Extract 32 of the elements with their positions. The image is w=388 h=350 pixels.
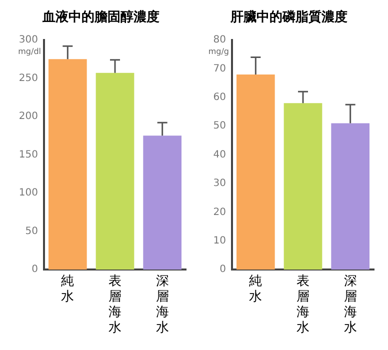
bar bbox=[236, 74, 275, 270]
y-tick-label: 0 bbox=[220, 264, 226, 276]
x-tick-label: 純水 bbox=[249, 274, 262, 304]
y-axis-title: mg/dl bbox=[18, 47, 41, 56]
y-tick-label: 30 bbox=[213, 178, 226, 190]
x-tick-label: 深層海水 bbox=[344, 274, 357, 336]
y-tick-label: 70 bbox=[213, 63, 226, 74]
y-tick-label: 250 bbox=[18, 72, 38, 84]
x-tick-label: 表層海水 bbox=[108, 274, 122, 336]
bar bbox=[143, 136, 182, 270]
y-tick-label: 200 bbox=[18, 111, 38, 122]
y-tick-label: 150 bbox=[18, 149, 38, 160]
x-tick-label: 深層海水 bbox=[156, 274, 169, 336]
bar bbox=[331, 123, 370, 270]
y-tick-label: 20 bbox=[213, 206, 226, 218]
y-tick-label: 300 bbox=[18, 34, 38, 46]
y-axis-title: mg/g bbox=[208, 47, 229, 56]
y-tick-label: 60 bbox=[213, 92, 226, 103]
y-tick-label: 0 bbox=[32, 264, 38, 276]
y-tick-label: 50 bbox=[25, 226, 38, 237]
y-tick-label: 50 bbox=[213, 120, 226, 132]
x-tick-label: 純水 bbox=[61, 274, 74, 304]
bar bbox=[284, 103, 322, 270]
chart-title: 肝臟中的磷脂質濃度 bbox=[229, 8, 348, 27]
chart-title: 血液中的膽固醇濃度 bbox=[42, 8, 160, 27]
x-tick-label: 表層海水 bbox=[296, 274, 310, 336]
bar bbox=[48, 59, 87, 270]
y-tick-label: 100 bbox=[18, 188, 38, 199]
bar bbox=[96, 72, 134, 270]
y-tick-label: 10 bbox=[213, 235, 226, 246]
y-tick-label: 40 bbox=[213, 149, 226, 160]
y-tick-label: 80 bbox=[213, 34, 226, 46]
